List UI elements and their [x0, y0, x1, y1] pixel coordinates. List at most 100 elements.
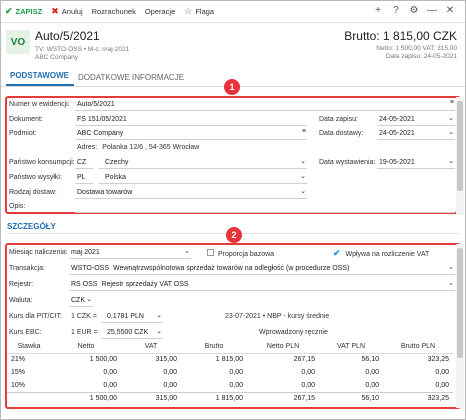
rejestr-label: Rejestr: [9, 281, 34, 288]
kurs-ebc-label: Kurs EBC: [9, 329, 42, 336]
table-cell: 0,00 [365, 369, 379, 376]
kurs-pit-field[interactable]: 0,1781 PLN ⌄ [101, 310, 163, 323]
table-cell: 323,25 [383, 391, 453, 405]
cancel-button[interactable]: ✖ Anuluj [51, 6, 83, 17]
table-row[interactable]: 10% 0,00 0,00 0,00 0,00 0,00 0,00 [7, 379, 453, 392]
table-cell: 323,25 [427, 356, 449, 364]
data-zapisu-label: Data zapisu: [319, 116, 358, 123]
data-dostawy-field[interactable]: 24-05-2021 ⌄ [377, 127, 455, 140]
operations-button[interactable]: Operacje [144, 7, 176, 16]
table-cell: 267,15 [293, 356, 315, 364]
check-icon: ✔ [333, 248, 341, 258]
proporcja-checkbox[interactable]: Proporcja bazowa [207, 249, 274, 258]
data-wystawienia-label: Data wystawienia: [319, 159, 376, 166]
table-cell: 10% [11, 381, 26, 389]
data-wystawienia-field[interactable]: 19-05-2021 ⌄ [377, 156, 455, 169]
table-cell: 315,00 [155, 356, 177, 364]
opis-label: Opis: [9, 203, 26, 210]
table-cell: 0,00 [301, 369, 315, 376]
settlement-button[interactable]: Rozrachunek [91, 7, 136, 16]
document-type-badge: VO [6, 30, 30, 54]
transakcja-label: Transakcja: [9, 265, 45, 272]
panstwo-konsumpcji-code[interactable]: CZ [75, 156, 93, 169]
table-cell: 0,00 [103, 381, 117, 389]
rodzaj-dostaw-label: Rodzaj dostaw: [9, 189, 57, 196]
menu-icon: ≡ [449, 99, 454, 106]
chevron-down-icon: ⌄ [300, 158, 306, 165]
table-cell: 0,00 [301, 381, 315, 389]
podmiot-field[interactable]: ABC Company ≡ [75, 127, 307, 140]
table-cell: 21% [11, 356, 26, 364]
kurs-ebc-field[interactable]: 25,5500 CZK ⌄ [101, 326, 163, 339]
flag-button[interactable]: ☆ Flaga [184, 6, 215, 17]
column-header: Netto [51, 340, 121, 354]
panstwo-konsumpcji-select[interactable]: Czechy ⌄ [99, 156, 307, 169]
chevron-down-icon: ⌄ [448, 264, 454, 271]
column-header: Brutto PLN [383, 340, 453, 354]
gear-icon[interactable]: ⚙ [409, 5, 419, 16]
chevron-down-icon: ⌄ [156, 312, 162, 319]
scrollbar-thumb[interactable] [457, 101, 463, 191]
basic-scrollbar[interactable] [456, 97, 464, 215]
panstwo-wysylki-select[interactable]: Polska ⌄ [99, 171, 307, 184]
details-scrollbar[interactable] [456, 244, 464, 408]
column-header: Brutto [181, 340, 247, 354]
table-cell: 0,00 [229, 369, 243, 376]
header-meta: Netto: 1 500,00 VAT: 315,00 Data zapisu:… [376, 45, 457, 60]
save-button[interactable]: ✔ ZAPISZ [5, 6, 43, 17]
kurs-pit-left: 1 CZK = [71, 313, 97, 320]
table-row[interactable]: 21% 1 500,00 315,00 1 815,00 267,15 56,1… [7, 353, 453, 366]
kurs-ebc-left: 1 EUR = [71, 329, 98, 336]
kurs-ebc-info: Wprowadzony ręcznie [259, 329, 328, 336]
dokument-field[interactable]: FS 151/05/2021 [75, 113, 307, 126]
data-zapisu-field[interactable]: 24-05-2021 ⌄ [377, 113, 455, 126]
waluta-label: Waluta: [9, 297, 33, 304]
document-header: VO Auto/5/2021 TV: WSTO-OSS • M-c: maj-2… [1, 23, 465, 69]
adres-row: Adres: Polanka 12/6 , 54-365 Wrocław [77, 144, 200, 151]
transakcja-select[interactable]: WSTO-OSS Wewnątrzwspólnotowa sprzedaż to… [69, 262, 455, 275]
dokument-label: Dokument: [9, 116, 43, 123]
table-cell: 0,00 [163, 381, 177, 389]
chevron-down-icon: ⌄ [300, 188, 306, 195]
table-total-row: 1 500,00 315,00 1 815,00 267,15 56,10 32… [7, 391, 453, 405]
numer-label: Numer w ewidencji: [9, 101, 70, 108]
callout-2: 2 [226, 227, 242, 243]
help-icon[interactable]: ? [393, 5, 399, 16]
add-icon[interactable]: + [375, 5, 381, 16]
column-header: VAT [121, 340, 181, 354]
table-cell: 0,00 [365, 381, 379, 389]
table-cell: 1 500,00 [89, 356, 117, 364]
details-section-title: SZCZEGÓŁY [7, 222, 56, 231]
x-icon: ✖ [51, 6, 59, 16]
numer-field[interactable]: Auto/5/2021 ≡ [75, 98, 455, 111]
panstwo-wysylki-code[interactable]: PL [75, 171, 93, 184]
table-row[interactable]: 15% 0,00 0,00 0,00 0,00 0,00 0,00 [7, 366, 453, 379]
chevron-down-icon: ⌄ [300, 173, 306, 180]
vat-table: Stawka Netto VAT Brutto Netto PLN VAT PL… [7, 340, 453, 405]
chevron-down-icon: ⌄ [156, 328, 162, 335]
wplywa-checkbox[interactable]: ✔ Wpływa na rozliczenie VAT [333, 248, 430, 258]
waluta-select[interactable]: CZK ⌄ [69, 294, 93, 307]
chevron-down-icon: ⌄ [448, 158, 454, 165]
tab-dodatkowe-informacje[interactable]: DODATKOWE INFORMACJE [77, 73, 185, 82]
checkbox-icon [207, 249, 214, 256]
table-cell: 0,00 [229, 381, 243, 389]
table-cell: 0,00 [163, 369, 177, 376]
rejestr-select[interactable]: RS OSS Rejestr sprzedaży VAT OSS ⌄ [69, 278, 455, 291]
close-icon[interactable]: ✕ [445, 5, 455, 16]
callout-1: 1 [224, 79, 240, 95]
check-icon: ✔ [5, 6, 13, 16]
rodzaj-dostaw-select[interactable]: Dostawa towarów ⌄ [75, 186, 307, 199]
menu-icon: ≡ [301, 128, 306, 135]
tab-podstawowe[interactable]: PODSTAWOWE [6, 71, 74, 86]
miesiac-select[interactable]: maj 2021 ⌄ [69, 246, 191, 259]
page-title: Auto/5/2021 [35, 29, 100, 43]
data-dostawy-label: Data dostawy: [319, 130, 364, 137]
header-subtitle: TV: WSTO-OSS • M-c: maj-2021 ABC Company [35, 46, 130, 61]
minimize-icon[interactable]: — [427, 5, 437, 16]
scrollbar-thumb[interactable] [457, 248, 463, 358]
panstwo-wysylki-label: Państwo wysyłki: [9, 174, 62, 181]
opis-field[interactable] [75, 200, 455, 213]
table-cell: 15% [11, 369, 26, 376]
